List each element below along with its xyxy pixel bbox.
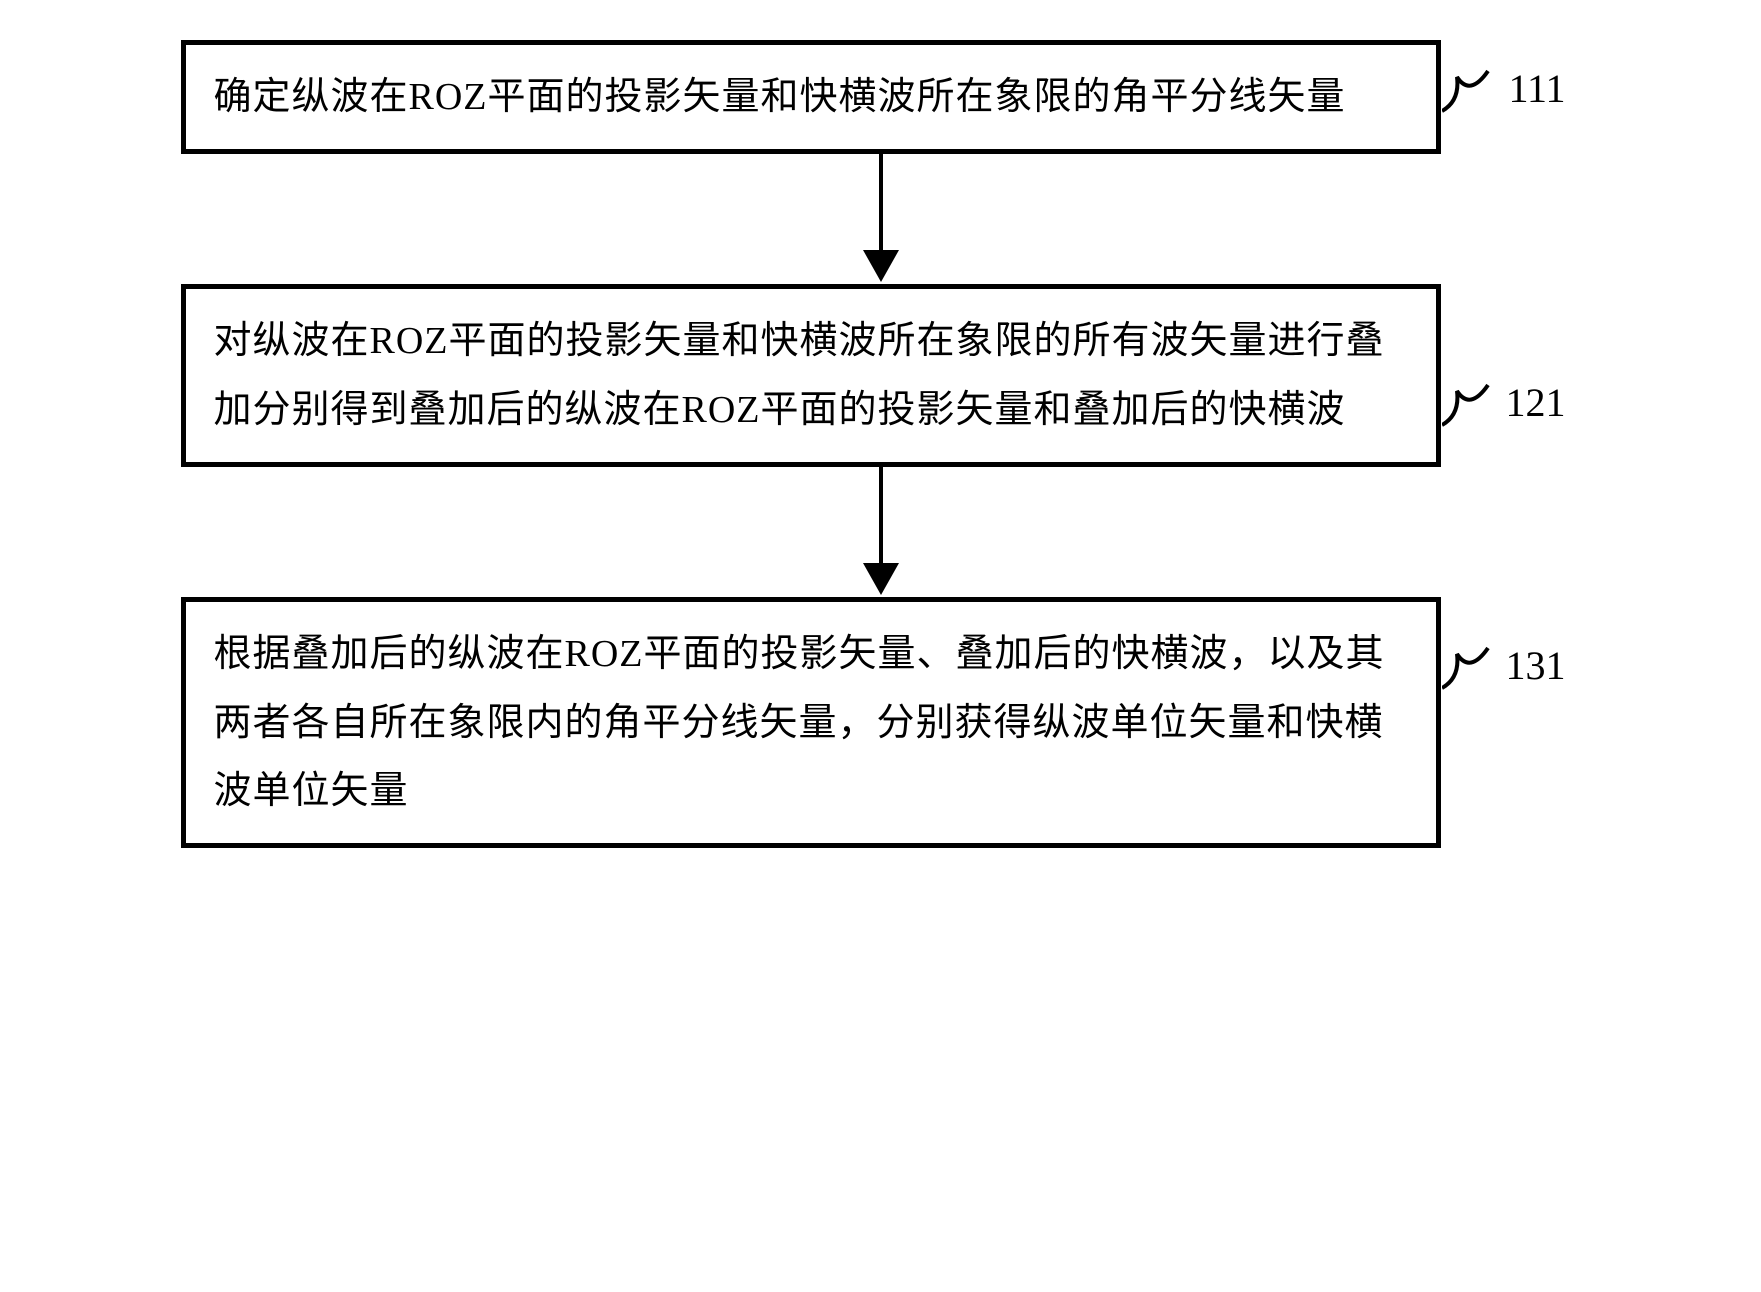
connector-curve-icon — [1442, 383, 1492, 433]
step-2-label: 121 — [1506, 367, 1566, 439]
flowchart-step-1: 确定纵波在ROZ平面的投影矢量和快横波所在象限的角平分线矢量 111 — [181, 40, 1441, 154]
flowchart-step-3: 根据叠加后的纵波在ROZ平面的投影矢量、叠加后的快横波，以及其两者各自所在象限内… — [181, 597, 1441, 848]
arrow-2-to-3 — [181, 467, 1581, 597]
step-1-label: 111 — [1508, 53, 1565, 125]
arrow-1-to-2 — [181, 154, 1581, 284]
connector-curve-icon — [1442, 69, 1492, 119]
flowchart-container: 确定纵波在ROZ平面的投影矢量和快横波所在象限的角平分线矢量 111 对纵波在R… — [181, 40, 1581, 848]
step-2-text: 对纵波在ROZ平面的投影矢量和快横波所在象限的所有波矢量进行叠加分别得到叠加后的… — [214, 320, 1385, 430]
arrow-line-icon — [879, 154, 883, 254]
connector-curve-icon — [1442, 646, 1492, 696]
flowchart-step-2: 对纵波在ROZ平面的投影矢量和快横波所在象限的所有波矢量进行叠加分别得到叠加后的… — [181, 284, 1441, 467]
step-1-text: 确定纵波在ROZ平面的投影矢量和快横波所在象限的角平分线矢量 — [214, 76, 1346, 118]
step-3-label: 131 — [1506, 630, 1566, 702]
arrow-head-icon — [863, 563, 899, 595]
arrow-head-icon — [863, 250, 899, 282]
arrow-line-icon — [879, 467, 883, 567]
step-3-text: 根据叠加后的纵波在ROZ平面的投影矢量、叠加后的快横波，以及其两者各自所在象限内… — [214, 633, 1385, 812]
